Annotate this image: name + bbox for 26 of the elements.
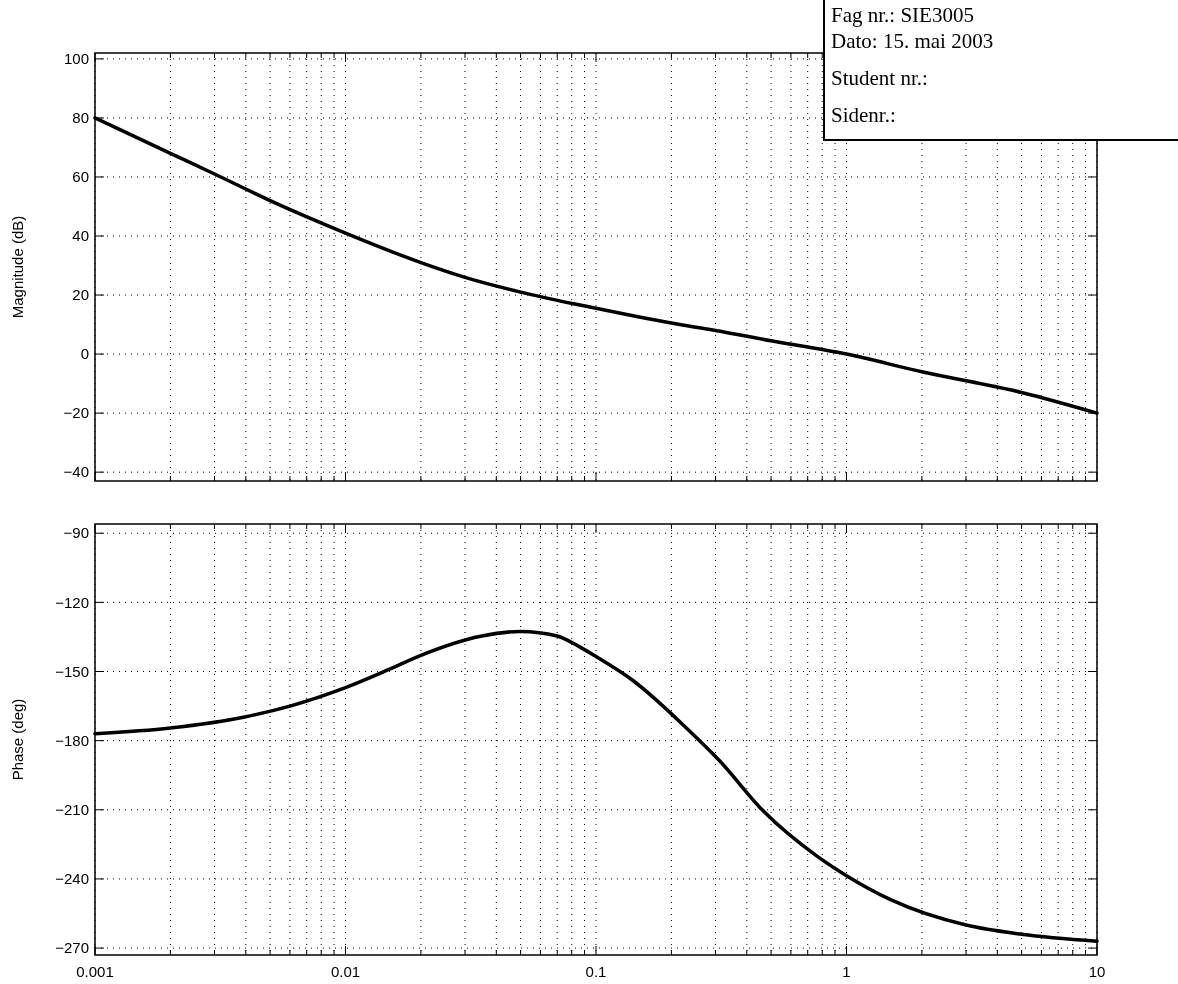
y-axis-title: Magnitude (dB) xyxy=(9,215,26,319)
annotation: Student nr.: xyxy=(831,66,928,90)
y-tick-label: 60 xyxy=(72,168,89,186)
y-tick-label: −90 xyxy=(63,524,89,542)
x-tick-label: 0.001 xyxy=(76,963,114,980)
x-tick-label: 1 xyxy=(842,963,851,980)
y-tick-label: −270 xyxy=(55,939,89,957)
y-tick-label: −180 xyxy=(55,731,89,749)
y-tick-label: −240 xyxy=(55,870,89,888)
x-tick-label: 0.01 xyxy=(330,963,361,980)
y-tick-label: −210 xyxy=(55,801,89,819)
text: Fag nr.: SIE3005 xyxy=(831,3,974,27)
y-tick-label: −150 xyxy=(55,662,89,680)
y-tick-label: 40 xyxy=(72,227,89,245)
x-tick-label: 0.1 xyxy=(585,963,607,980)
y-axis-title: Phase (deg) xyxy=(9,698,26,781)
y-tick-label: 0 xyxy=(80,345,89,363)
y-tick-label: 80 xyxy=(72,109,89,127)
y-tick-label: −40 xyxy=(63,463,89,481)
y-tick-label: −20 xyxy=(63,404,89,422)
x-tick-label: 10 xyxy=(1088,963,1106,980)
annotation: Dato: 15. mai 2003 xyxy=(831,29,994,53)
y-tick-label: 20 xyxy=(72,286,89,304)
y-tick-label: −120 xyxy=(55,593,89,611)
annotation: Sidenr.: xyxy=(831,103,896,127)
y-tick-label: 100 xyxy=(63,50,89,68)
